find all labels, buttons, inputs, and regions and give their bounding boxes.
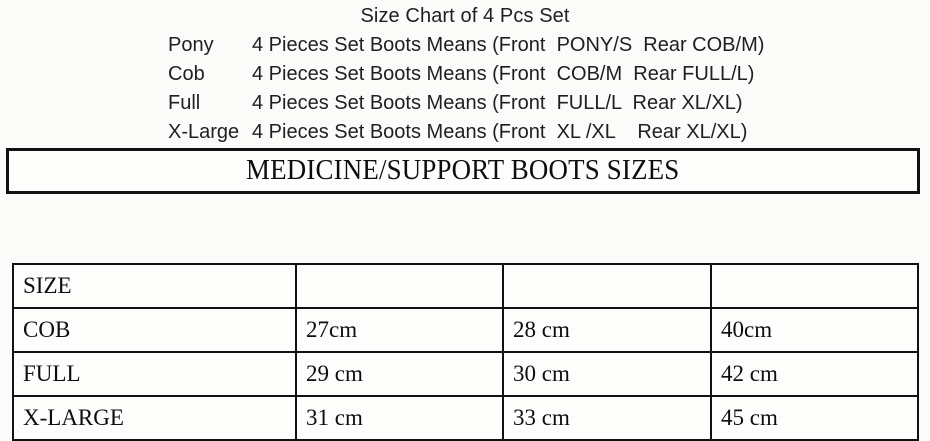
description-size-label: X-Large bbox=[168, 121, 240, 143]
table-cell-measure-c: 45 cm bbox=[710, 395, 919, 441]
section-banner: MEDICINE/SUPPORT BOOTS SIZES bbox=[6, 148, 920, 194]
table-cell-measure-a: 27cm bbox=[295, 307, 504, 353]
table-row: COB 27cm 28 cm 40cm bbox=[12, 307, 919, 353]
size-chart-title: Size Chart of 4 Pcs Set bbox=[360, 5, 570, 27]
table-header-cell-2 bbox=[295, 263, 504, 309]
description-row: Cob 4 Pieces Set Boots Means (Front COB/… bbox=[168, 60, 930, 89]
description-detail-text: 4 Pieces Set Boots Means (Front XL /XL R… bbox=[252, 121, 748, 143]
boots-sizes-table: SIZE COB 27cm 28 cm 40cm FULL 29 cm 30 c… bbox=[12, 263, 919, 441]
table-row: FULL 29 cm 30 cm 42 cm bbox=[12, 351, 919, 397]
table-cell-measure-a: 31 cm bbox=[295, 395, 504, 441]
description-row: Pony 4 Pieces Set Boots Means (Front PON… bbox=[168, 31, 930, 60]
description-row: X-Large 4 Pieces Set Boots Means (Front … bbox=[168, 118, 930, 147]
table-header-row: SIZE bbox=[12, 263, 919, 309]
table-cell-size-label: X-LARGE bbox=[12, 395, 297, 441]
table-cell-measure-b: 33 cm bbox=[502, 395, 712, 441]
table-header-cell-4 bbox=[710, 263, 919, 309]
description-size-label: Cob bbox=[168, 63, 205, 85]
description-size-label: Pony bbox=[168, 34, 214, 56]
table-cell-size-label: COB bbox=[12, 307, 297, 353]
table-cell-measure-a: 29 cm bbox=[295, 351, 504, 397]
description-detail-text: 4 Pieces Set Boots Means (Front COB/M Re… bbox=[252, 63, 755, 85]
table-cell-measure-c: 42 cm bbox=[710, 351, 919, 397]
table-header-cell-size: SIZE bbox=[12, 263, 297, 309]
description-size-label: Full bbox=[168, 92, 201, 114]
table-row: X-LARGE 31 cm 33 cm 45 cm bbox=[12, 395, 919, 441]
description-list: Pony 4 Pieces Set Boots Means (Front PON… bbox=[0, 31, 930, 147]
table-cell-measure-b: 28 cm bbox=[502, 307, 712, 353]
section-banner-text: MEDICINE/SUPPORT BOOTS SIZES bbox=[246, 155, 680, 186]
description-detail-text: 4 Pieces Set Boots Means (Front PONY/S R… bbox=[252, 34, 765, 56]
description-row: Full 4 Pieces Set Boots Means (Front FUL… bbox=[168, 89, 930, 118]
table-header-cell-3 bbox=[502, 263, 712, 309]
description-detail-text: 4 Pieces Set Boots Means (Front FULL/L R… bbox=[252, 92, 743, 114]
table-cell-measure-c: 40cm bbox=[710, 307, 919, 353]
table-cell-size-label: FULL bbox=[12, 351, 297, 397]
table-cell-measure-b: 30 cm bbox=[502, 351, 712, 397]
